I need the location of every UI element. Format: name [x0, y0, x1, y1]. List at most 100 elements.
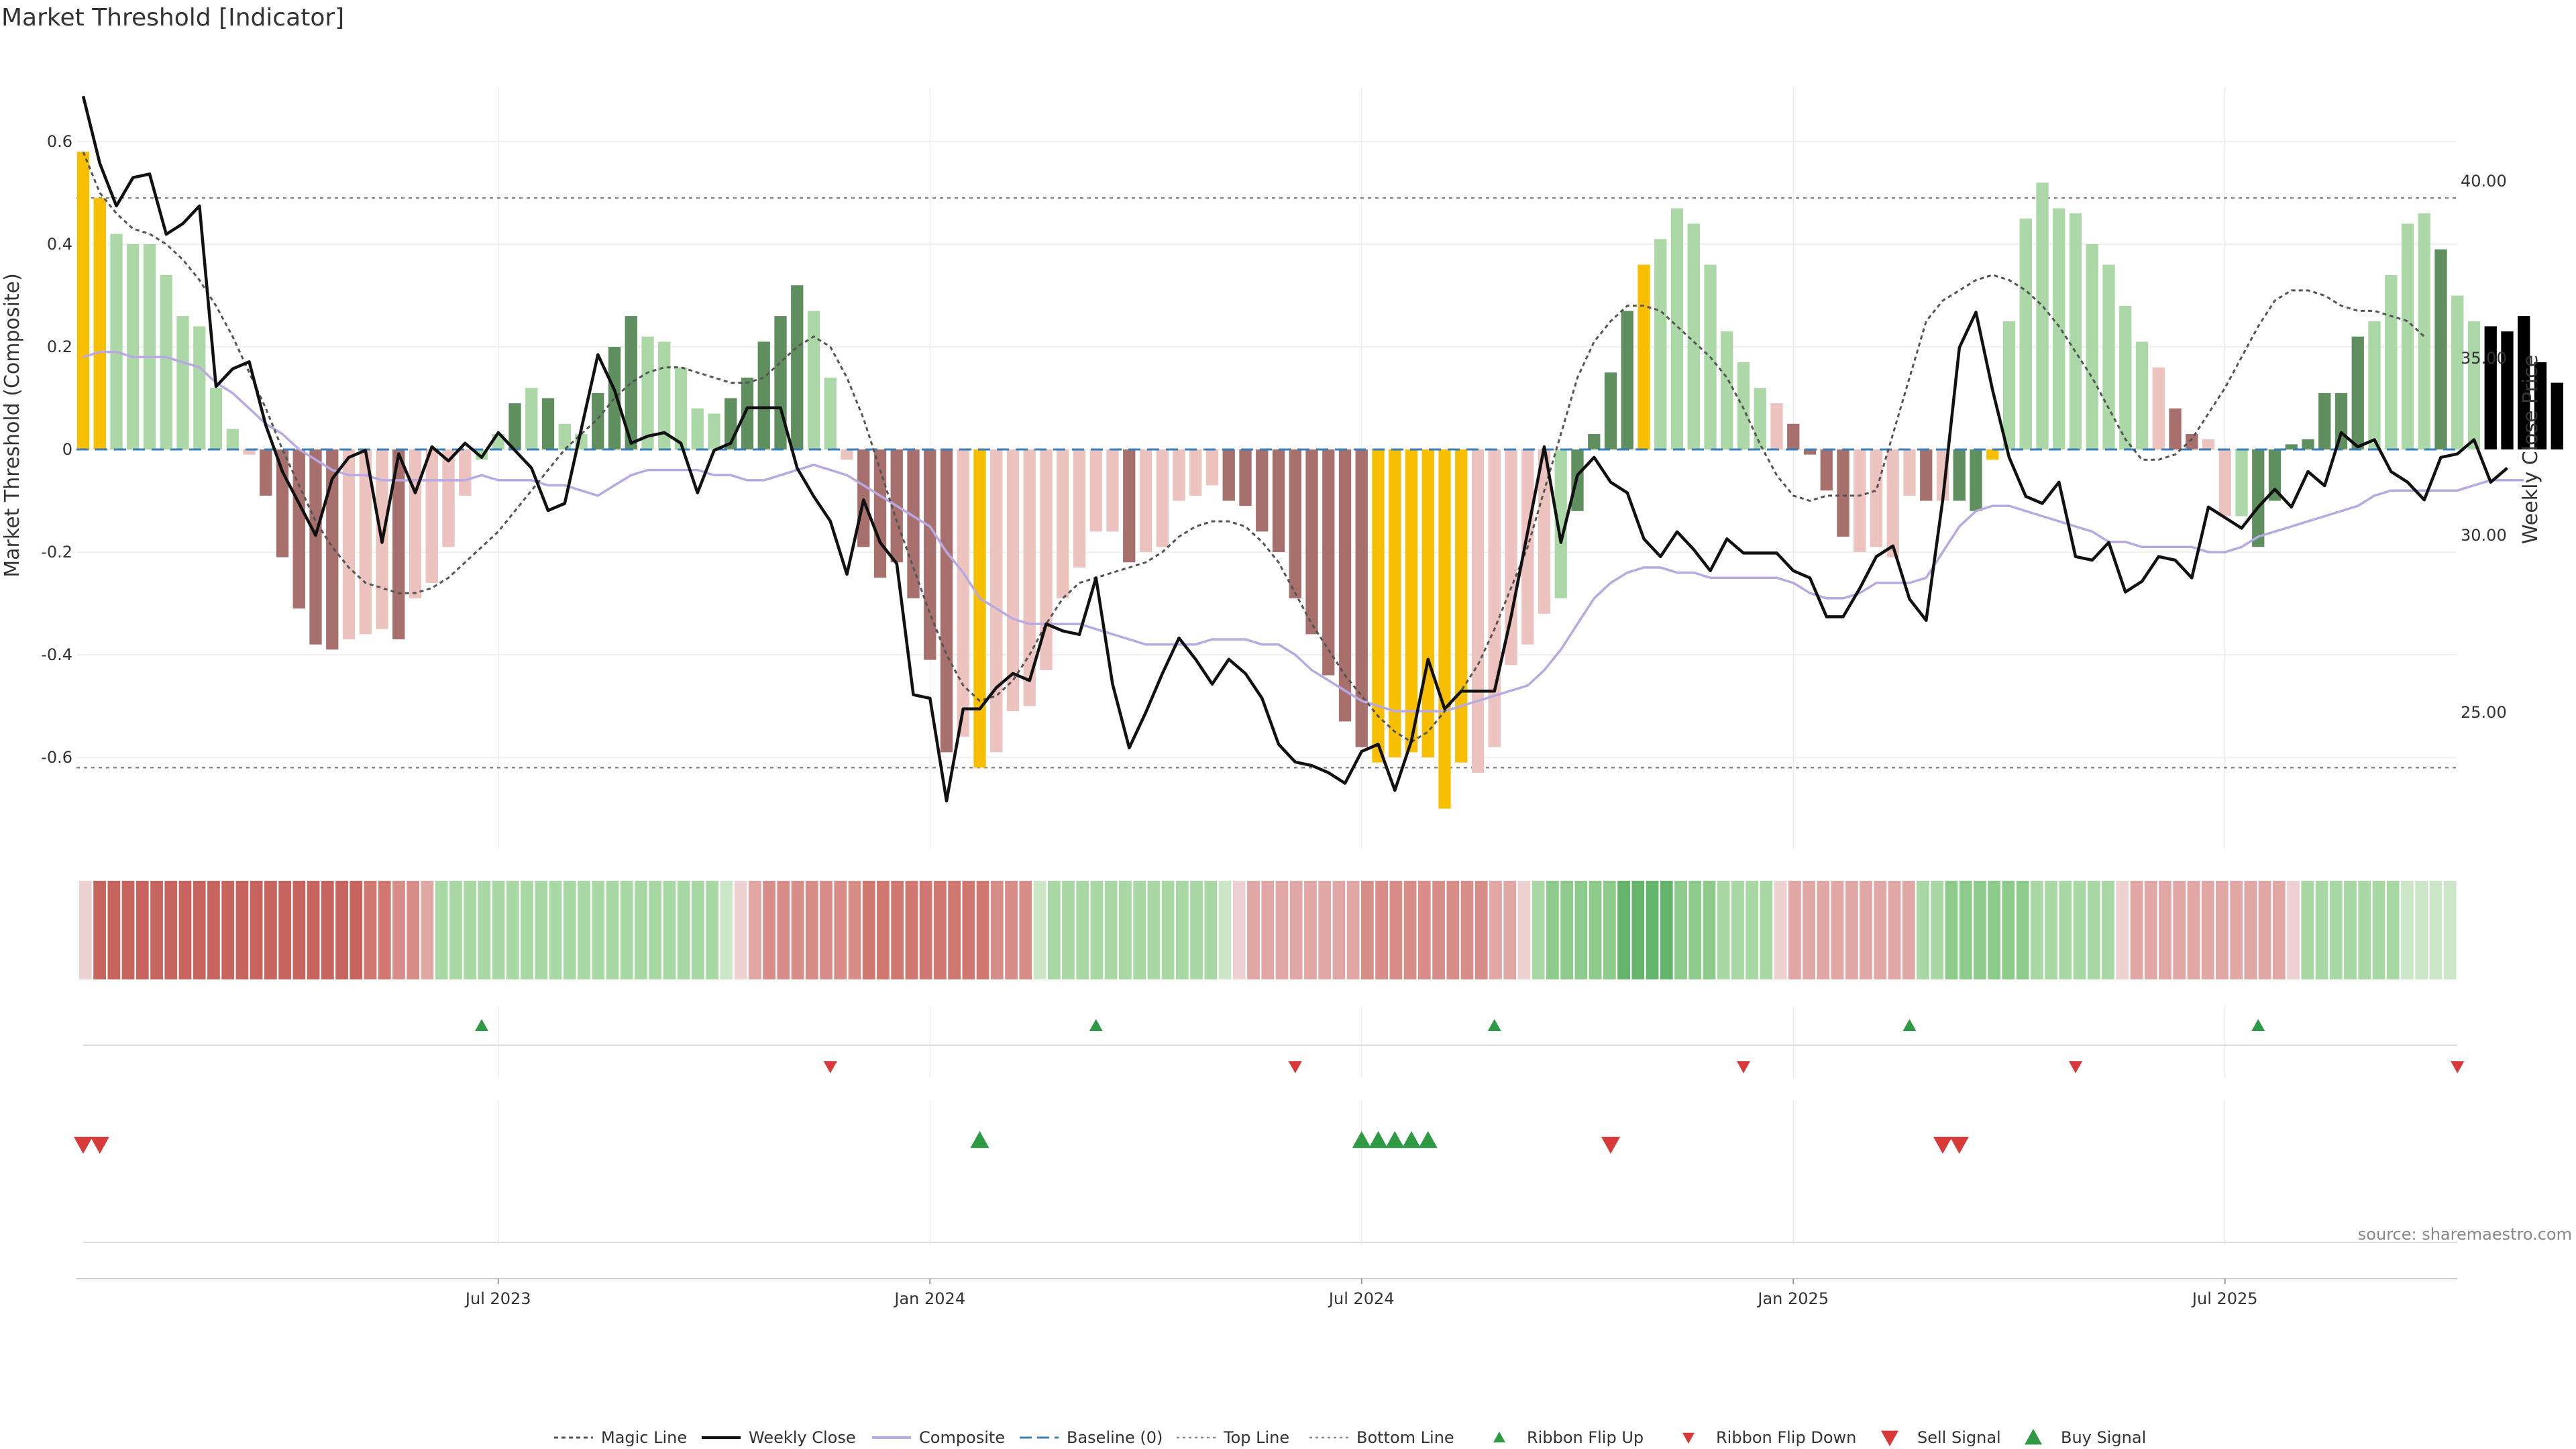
- ribbon-cell: [1917, 881, 1929, 979]
- ribbon-cell: [235, 881, 249, 979]
- ribbon-cell: [492, 881, 505, 979]
- y-axis-left-title: Market Threshold (Composite): [1, 273, 24, 578]
- ribbon-cell: [1332, 881, 1346, 979]
- legend-label: Weekly Close: [749, 1428, 856, 1447]
- ribbon-cell: [2102, 881, 2114, 979]
- ribbon-cell: [1731, 881, 1744, 979]
- composite-bar: [2169, 408, 2182, 449]
- composite-bar: [957, 449, 969, 737]
- composite-bar: [442, 449, 455, 547]
- ribbon-cell: [1674, 881, 1687, 979]
- legend-label: Magic Line: [601, 1428, 687, 1447]
- composite-bar: [973, 449, 986, 768]
- composite-bar: [1787, 423, 1800, 449]
- legend: Magic Line Weekly Close Composite Baseline …: [554, 1428, 2146, 1447]
- sell-signal-marker: [90, 1136, 109, 1154]
- composite-bar: [2252, 449, 2265, 547]
- composite-bar: [807, 311, 820, 449]
- legend-label: Sell Signal: [1917, 1428, 2001, 1447]
- legend-label: Buy Signal: [2061, 1428, 2146, 1447]
- ribbon-cell: [378, 881, 391, 979]
- ribbon-cell: [464, 881, 477, 979]
- legend-label: Ribbon Flip Down: [1716, 1428, 1856, 1447]
- ribbon-cell: [2372, 881, 2385, 979]
- signal-panels: [74, 1019, 2465, 1243]
- composite-line: [83, 350, 2524, 712]
- x-axis: Jul 2023 Jan 2024 Jul 2024 Jan 2025 Jul 2025: [76, 1278, 2457, 1308]
- legend-label: Bottom Line: [1356, 1428, 1454, 1447]
- ribbon-cell: [264, 881, 277, 979]
- composite-bar: [292, 449, 305, 609]
- ribbon-cell: [862, 881, 875, 979]
- ribbon-cell: [2159, 881, 2171, 979]
- ribbon-cell: [1959, 881, 1972, 979]
- composite-bar: [1721, 331, 1733, 449]
- magic-line: [82, 151, 2425, 743]
- ribbon-cell: [1845, 881, 1858, 979]
- ribbon-cell: [2344, 881, 2357, 979]
- ribbon-flip-up-marker: [475, 1019, 488, 1031]
- ribbon-flip-down-marker: [2451, 1061, 2465, 1073]
- ribbon-cell: [1318, 881, 1332, 979]
- ribbon-cell: [2002, 881, 2015, 979]
- ribbon-cell: [1375, 881, 1388, 979]
- y-tick-left: -0.2: [41, 543, 72, 561]
- composite-bar: [409, 449, 422, 598]
- composite-bar: [2434, 249, 2447, 449]
- composite-bar: [1338, 449, 1352, 722]
- composite-bar: [2501, 331, 2514, 449]
- composite-bar: [2467, 321, 2481, 449]
- x-tick-label: Jan 2024: [893, 1289, 965, 1308]
- ribbon-cell: [1888, 881, 1901, 979]
- source-label: source: sharemaestro.com: [2358, 1225, 2572, 1244]
- composite-bar: [1903, 449, 1916, 496]
- composite-bar: [2152, 367, 2165, 449]
- composite-bar: [160, 274, 172, 449]
- ribbon-cell: [563, 881, 576, 979]
- composite-bar: [873, 449, 887, 578]
- composite-bar: [2135, 341, 2149, 449]
- ribbon-cell: [1062, 881, 1075, 979]
- composite-bar: [1670, 208, 1684, 449]
- ribbon-flip-down-marker: [1737, 1061, 1750, 1073]
- ribbon-cell: [1831, 881, 1844, 979]
- ribbon-cell: [1232, 881, 1246, 979]
- composite-bar: [1837, 449, 1849, 537]
- ribbon-cell: [1133, 881, 1146, 979]
- ribbon-cell: [905, 881, 918, 979]
- ribbon-cell: [1988, 881, 2001, 979]
- composite-bar: [1471, 449, 1485, 773]
- ribbon-cell: [1119, 881, 1132, 979]
- composite-bar: [1289, 449, 1301, 598]
- ribbon-cell: [321, 881, 334, 979]
- composite-bar: [2285, 444, 2298, 449]
- ribbon-cell: [1047, 881, 1061, 979]
- composite-bar: [1638, 264, 1650, 449]
- ribbon-cell: [2287, 881, 2300, 979]
- composite-bar: [1057, 449, 1069, 598]
- composite-bar: [1770, 403, 1783, 449]
- ribbon-cell: [1218, 881, 1232, 979]
- ribbon-cell: [2272, 881, 2286, 979]
- composite-bar: [2235, 449, 2248, 517]
- series-lines: [76, 95, 2524, 803]
- composite-bar: [525, 388, 538, 449]
- composite-bar: [1621, 311, 1633, 449]
- ribbon-cell: [635, 881, 647, 979]
- ribbon-cell: [2315, 881, 2328, 979]
- composite-bar: [1006, 449, 1020, 712]
- composite-bar: [990, 449, 1003, 753]
- threshold-lines: [76, 197, 2457, 769]
- ribbon-cell: [435, 881, 448, 979]
- ribbon-cell: [1574, 881, 1588, 979]
- chart-title: Market Threshold [Indicator]: [1, 4, 345, 32]
- ribbon-cell: [1204, 881, 1218, 979]
- ribbon-cell: [734, 881, 747, 979]
- ribbon-cell: [250, 881, 263, 979]
- composite-bar: [1953, 449, 1966, 501]
- composite-bars: [76, 152, 2563, 809]
- ribbon-cell: [478, 881, 491, 979]
- composite-bar: [1073, 449, 1086, 568]
- ribbon-cell: [193, 881, 206, 979]
- ribbon-cell: [364, 881, 377, 979]
